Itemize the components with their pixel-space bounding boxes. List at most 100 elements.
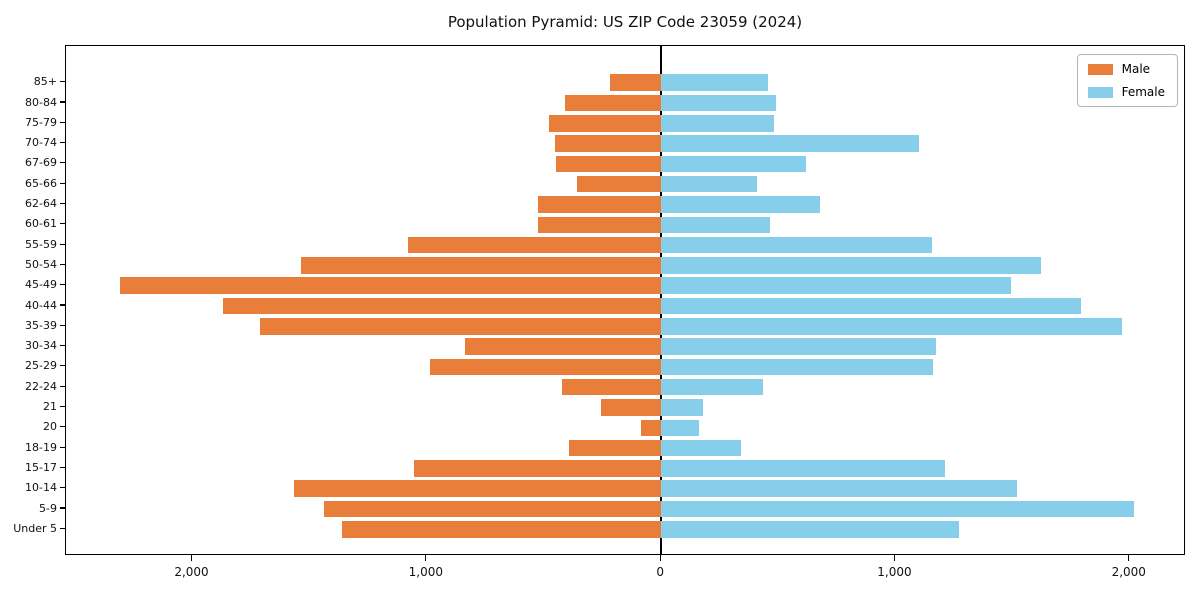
y-axis-label-85+: 85+ [33, 75, 57, 89]
y-axis-tick [60, 507, 65, 509]
y-axis-tick [60, 202, 65, 205]
y-axis-label-55-59: 55-59 [25, 237, 57, 251]
x-axis-tick [659, 555, 661, 561]
bar-female-55-59 [661, 236, 932, 254]
legend: Male Female [1076, 54, 1178, 107]
bar-male-55-59 [408, 236, 662, 254]
y-axis-tick [60, 284, 65, 286]
y-axis-label-20: 20 [43, 420, 57, 434]
y-axis-tick [60, 385, 65, 387]
bar-male-15-17 [413, 460, 662, 477]
bar-female-10-14 [661, 480, 1018, 497]
legend-entry-male: Male [1087, 62, 1165, 76]
x-axis-tick [425, 555, 427, 561]
y-axis-label-18-19: 18-19 [25, 440, 57, 454]
bar-male-25-29 [430, 358, 662, 376]
bar-male-10-14 [294, 480, 662, 497]
bar-male-85+ [609, 74, 662, 91]
legend-male-swatch-icon [1087, 63, 1113, 75]
y-axis-tick [60, 527, 65, 529]
x-axis-label-1,000: 1,000 [877, 565, 912, 579]
y-axis-label-Under 5: Under 5 [13, 521, 57, 535]
bar-male-30-34 [465, 338, 662, 355]
y-axis-tick [60, 243, 65, 245]
x-axis-tick [190, 555, 193, 561]
bar-male-50-54 [301, 257, 662, 274]
bar-female-67-69 [661, 155, 807, 173]
y-axis-label-22-24: 22-24 [25, 379, 57, 393]
y-axis-label-30-34: 30-34 [25, 339, 57, 353]
bar-female-20 [661, 419, 700, 437]
y-axis-tick [60, 405, 65, 408]
bar-female-21 [661, 399, 703, 416]
y-axis-tick [60, 426, 65, 428]
y-axis-tick [60, 466, 65, 468]
bar-male-80-84 [565, 94, 662, 112]
y-axis-label-67-69: 67-69 [25, 156, 57, 170]
y-axis-tick [60, 81, 65, 83]
y-axis-label-75-79: 75-79 [25, 115, 57, 129]
x-axis-label-1,000: 1,000 [408, 565, 444, 579]
bar-female-18-19 [661, 439, 741, 457]
bar-female-5-9 [661, 500, 1135, 518]
bar-female-45-49 [661, 277, 1012, 294]
y-axis-tick [60, 263, 65, 265]
bar-male-5-9 [323, 500, 662, 518]
bar-female-80-84 [661, 94, 776, 112]
y-axis-label-70-74: 70-74 [25, 136, 57, 150]
x-axis-label-0: 0 [656, 565, 664, 579]
plot-area: Male Female [65, 45, 1185, 555]
y-axis-tick [60, 304, 65, 306]
bar-male-67-69 [555, 155, 662, 173]
bar-male-75-79 [548, 115, 662, 132]
legend-entry-female: Female [1087, 85, 1165, 99]
y-axis-label-62-64: 62-64 [25, 197, 57, 210]
bar-female-25-29 [661, 358, 933, 376]
x-axis-tick [893, 555, 896, 561]
x-axis-label-2,000: 2,000 [1111, 565, 1146, 579]
bar-male-20 [641, 419, 662, 437]
bar-female-50-54 [661, 257, 1041, 274]
y-axis-tick [60, 101, 65, 103]
y-axis-label-21: 21 [43, 400, 57, 413]
bar-female-15-17 [661, 460, 945, 477]
x-axis-tick [1128, 555, 1130, 561]
bar-female-40-44 [661, 297, 1081, 315]
bar-male-Under 5 [342, 521, 662, 538]
bar-male-45-49 [119, 277, 662, 294]
bar-female-60-61 [661, 216, 771, 234]
y-axis-tick [60, 324, 65, 326]
y-axis-tick [60, 121, 65, 123]
y-axis-tick [60, 223, 65, 225]
bar-male-22-24 [561, 378, 662, 396]
bar-male-35-39 [260, 318, 662, 335]
y-axis-label-25-29: 25-29 [25, 359, 57, 373]
y-axis-tick [60, 446, 65, 448]
bar-male-62-64 [538, 196, 662, 213]
legend-female-label: Female [1121, 85, 1165, 99]
y-axis-label-80-84: 80-84 [25, 95, 57, 109]
bar-female-75-79 [661, 115, 774, 132]
y-axis-tick [60, 487, 65, 489]
bar-male-65-66 [576, 175, 662, 193]
bar-male-70-74 [554, 135, 662, 152]
y-axis-label-10-14: 10-14 [25, 481, 57, 495]
y-axis-label-40-44: 40-44 [25, 298, 57, 312]
y-axis-label-65-66: 65-66 [25, 176, 57, 190]
bar-male-40-44 [222, 297, 662, 315]
y-axis-label-35-39: 35-39 [25, 318, 57, 332]
bar-female-62-64 [661, 196, 821, 213]
y-axis-label-15-17: 15-17 [25, 460, 57, 474]
bar-female-Under 5 [661, 521, 959, 538]
legend-female-swatch-icon [1087, 86, 1113, 98]
bar-male-18-19 [568, 439, 662, 457]
bar-female-35-39 [661, 318, 1122, 335]
legend-male-label: Male [1121, 62, 1151, 76]
bar-female-70-74 [661, 135, 919, 152]
chart-title: Population Pyramid: US ZIP Code 23059 (2… [447, 13, 803, 31]
y-axis-tick [60, 142, 65, 144]
bar-male-60-61 [538, 216, 662, 234]
y-axis-label-45-49: 45-49 [25, 278, 57, 292]
y-axis-tick [60, 162, 65, 164]
x-axis-label-2,000: 2,000 [174, 565, 209, 579]
